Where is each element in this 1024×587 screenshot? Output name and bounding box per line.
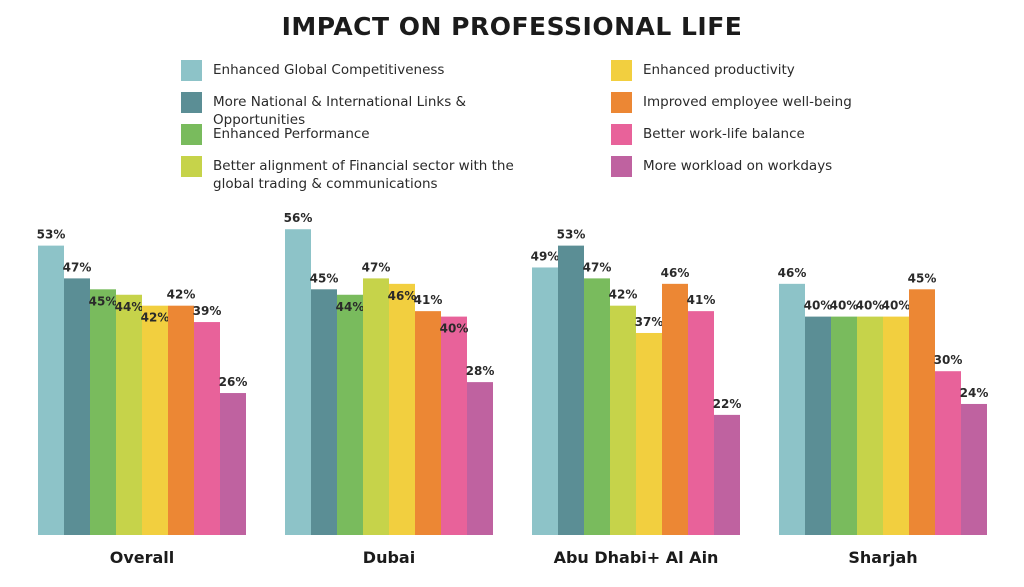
bar	[220, 393, 246, 535]
bar-value-label: 26%	[219, 375, 248, 389]
bar-value-label: 44%	[336, 300, 365, 314]
bar	[389, 283, 415, 535]
legend-label: Improved employee well-being	[643, 94, 852, 110]
bar	[337, 294, 363, 535]
bar-value-label: 40%	[830, 299, 859, 313]
bar	[532, 267, 558, 535]
legend-label: More National & International Links & Op…	[213, 94, 467, 128]
legend-swatch	[611, 60, 632, 81]
bar-value-label: 56%	[284, 211, 313, 225]
bar-value-label: 45%	[310, 271, 339, 285]
legend-label: Enhanced Global Competitiveness	[213, 62, 445, 78]
legend-swatch	[611, 156, 632, 177]
legend-swatch	[611, 124, 632, 145]
bar-value-label: 53%	[37, 228, 66, 242]
bar	[558, 245, 584, 535]
legend-label: Better alignment of Financial sector wit…	[213, 158, 514, 192]
bar	[584, 278, 610, 535]
bar	[909, 289, 935, 535]
bar-value-label: 46%	[661, 266, 690, 280]
bar-value-label: 47%	[63, 260, 92, 274]
legend-label: Enhanced Performance	[213, 126, 370, 142]
category-label: Abu Dhabi+ Al Ain	[554, 548, 719, 567]
legend-item-global-competitiveness: Enhanced Global Competitiveness	[181, 60, 444, 81]
bar	[883, 316, 909, 535]
bar	[64, 278, 90, 535]
bar	[38, 245, 64, 535]
legend-item-more-workload: More workload on workdays	[611, 156, 832, 177]
category-label: Sharjah	[848, 548, 917, 567]
legend-swatch	[611, 92, 632, 113]
bar	[779, 283, 805, 535]
bar	[168, 305, 194, 535]
legend-item-links-opportunities: More National & International Links & Op…	[181, 92, 553, 129]
bar-value-label: 37%	[635, 315, 664, 329]
bar-value-label: 40%	[882, 299, 911, 313]
bar	[688, 311, 714, 535]
bar-value-label: 30%	[934, 353, 963, 367]
bar	[610, 305, 636, 535]
bar	[961, 403, 987, 535]
bar-value-label: 42%	[167, 288, 196, 302]
bar-value-label: 40%	[856, 299, 885, 313]
legend-label: Enhanced productivity	[643, 62, 795, 78]
bar	[714, 414, 740, 535]
legend-swatch	[181, 124, 202, 145]
legend-item-enhanced-performance: Enhanced Performance	[181, 124, 370, 145]
legend-item-financial-alignment: Better alignment of Financial sector wit…	[181, 156, 543, 193]
bar-value-label: 39%	[193, 304, 222, 318]
bar-value-label: 49%	[531, 249, 560, 263]
bar-value-label: 28%	[466, 364, 495, 378]
bar-value-label: 42%	[609, 288, 638, 302]
bar	[662, 283, 688, 535]
category-label: Dubai	[363, 548, 415, 567]
bar	[805, 316, 831, 535]
bar	[116, 294, 142, 535]
bar-value-label: 22%	[713, 397, 742, 411]
bar	[363, 278, 389, 535]
legend-swatch	[181, 60, 202, 81]
bar-value-label: 24%	[960, 386, 989, 400]
bar-value-label: 40%	[804, 299, 833, 313]
legend-item-work-life-balance: Better work-life balance	[611, 124, 805, 145]
legend-swatch	[181, 156, 202, 177]
bar-value-label: 41%	[414, 293, 443, 307]
category-label: Overall	[110, 548, 175, 567]
bar	[636, 332, 662, 535]
chart-title: IMPACT ON PROFESSIONAL LIFE	[281, 12, 743, 41]
bar-value-label: 42%	[141, 311, 170, 325]
bar-value-label: 45%	[89, 294, 118, 308]
bar	[935, 371, 961, 535]
bar	[467, 382, 493, 535]
bar-value-label: 44%	[115, 300, 144, 314]
bar-value-label: 46%	[778, 266, 807, 280]
bar	[194, 322, 220, 535]
bar	[285, 229, 311, 536]
bar	[857, 316, 883, 535]
bar	[415, 311, 441, 535]
legend-label: Better work-life balance	[643, 126, 805, 142]
bar	[142, 305, 168, 535]
legend: Enhanced Global Competitiveness More Nat…	[0, 0, 1024, 200]
bar	[90, 289, 116, 535]
bar	[311, 289, 337, 535]
bar	[441, 316, 467, 535]
bar-value-label: 46%	[388, 289, 417, 303]
bar-value-label: 45%	[908, 271, 937, 285]
legend-item-enhanced-productivity: Enhanced productivity	[611, 60, 795, 81]
bar	[831, 316, 857, 535]
legend-item-employee-well-being: Improved employee well-being	[611, 92, 852, 113]
bar-value-label: 47%	[583, 260, 612, 274]
legend-label: More workload on workdays	[643, 158, 833, 174]
bar-value-label: 41%	[687, 293, 716, 307]
bar-value-label: 40%	[440, 322, 469, 336]
legend-swatch	[181, 92, 202, 113]
bar-value-label: 47%	[362, 260, 391, 274]
bar-value-label: 53%	[557, 228, 586, 242]
